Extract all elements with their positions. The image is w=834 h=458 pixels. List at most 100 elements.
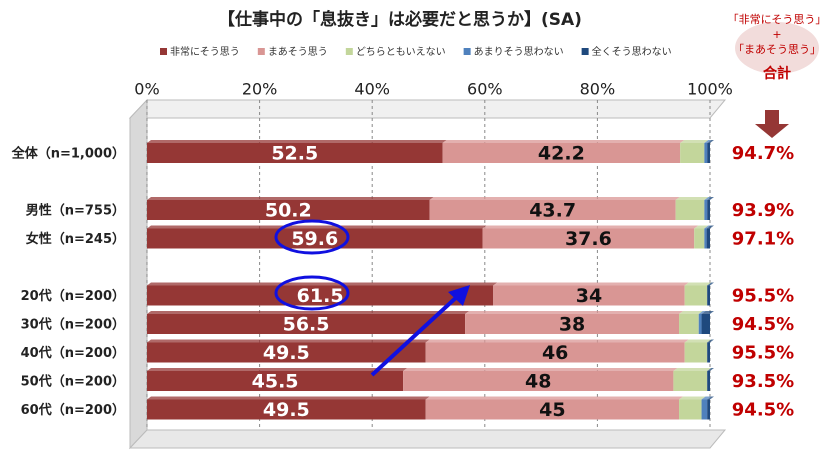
bar-top bbox=[675, 197, 709, 200]
legend-label: どちらともいえない bbox=[356, 46, 446, 58]
bar-top bbox=[425, 396, 684, 400]
legend-label: まあそう思う bbox=[268, 46, 328, 58]
data-label: 49.5 bbox=[263, 399, 310, 421]
bar-top bbox=[482, 225, 699, 229]
trend-arrow bbox=[370, 292, 462, 377]
bar-segment bbox=[707, 342, 710, 363]
x-tick-label: 80% bbox=[580, 80, 616, 99]
bar-segment bbox=[442, 143, 681, 163]
total-label: 97.1% bbox=[732, 229, 794, 250]
total-label: 93.9% bbox=[732, 200, 794, 221]
bar-top bbox=[147, 140, 447, 143]
legend-label: 全くそう思わない bbox=[592, 45, 672, 58]
data-label: 42.2 bbox=[538, 143, 585, 165]
bar-segment bbox=[694, 228, 705, 249]
x-tick-label: 40% bbox=[354, 80, 390, 99]
bar-top bbox=[704, 197, 712, 200]
bar-segment bbox=[707, 371, 710, 391]
bar-segment bbox=[465, 314, 680, 334]
bar-segment bbox=[493, 285, 685, 306]
bar-segment bbox=[704, 143, 708, 163]
bar-top bbox=[493, 282, 689, 286]
bar-top bbox=[704, 225, 711, 229]
data-label: 34 bbox=[576, 285, 602, 307]
bar-top bbox=[147, 311, 470, 314]
bar-segment bbox=[425, 342, 685, 363]
wall-top bbox=[128, 99, 727, 119]
bar-top bbox=[694, 225, 709, 229]
bar-top bbox=[707, 396, 714, 400]
bar-segment bbox=[147, 200, 430, 220]
bar-segment bbox=[701, 399, 708, 420]
bar-segment bbox=[147, 314, 466, 334]
totals-header: + bbox=[772, 28, 781, 41]
data-label: 50.2 bbox=[265, 200, 312, 222]
bar-segment bbox=[147, 399, 426, 420]
total-label: 95.5% bbox=[732, 343, 794, 364]
data-label: 38 bbox=[559, 314, 585, 336]
chart-title: 【仕事中の「息抜き」は必要だと思うか】(SA) bbox=[218, 9, 582, 30]
highlight-circle bbox=[274, 219, 350, 255]
bar-segment bbox=[429, 200, 676, 220]
bar-segment bbox=[675, 200, 705, 220]
bar-segment bbox=[673, 371, 708, 391]
bar-segment bbox=[707, 285, 710, 306]
bar-top bbox=[684, 282, 712, 286]
bar-top bbox=[706, 225, 714, 229]
bar-segment bbox=[679, 399, 702, 420]
bar-top bbox=[707, 339, 714, 343]
y-tick-label: 50代（n=200） bbox=[21, 374, 125, 390]
bar-top bbox=[442, 140, 685, 143]
data-label: 52.5 bbox=[271, 143, 318, 165]
y-tick-label: 全体（n=1,000） bbox=[11, 146, 125, 162]
y-tick-label: 30代（n=200） bbox=[21, 317, 125, 333]
data-label: 37.6 bbox=[565, 228, 612, 250]
total-label: 94.5% bbox=[732, 400, 794, 421]
data-label: 59.6 bbox=[291, 228, 338, 250]
bar-top bbox=[465, 311, 684, 314]
bar-segment bbox=[704, 228, 707, 249]
bar-top bbox=[698, 311, 706, 314]
bar-segment bbox=[706, 228, 710, 249]
bar-top bbox=[673, 368, 712, 371]
total-label: 93.5% bbox=[732, 371, 794, 392]
bar-segment bbox=[425, 399, 680, 420]
data-label: 45 bbox=[539, 399, 565, 421]
legend-swatch bbox=[257, 48, 265, 55]
bar-top bbox=[679, 396, 706, 400]
wall-left bbox=[129, 98, 148, 450]
bar-segment bbox=[704, 200, 708, 220]
totals-header: 「非常にそう思う」 bbox=[728, 13, 827, 26]
bar-segment bbox=[679, 314, 699, 334]
data-label: 48 bbox=[525, 371, 551, 393]
bar-segment bbox=[680, 143, 705, 163]
x-tick-label: 20% bbox=[242, 80, 278, 99]
bar-segment bbox=[147, 342, 426, 363]
legend-label: あまりそう思わない bbox=[474, 46, 564, 58]
bar-top bbox=[147, 368, 408, 371]
bar-top bbox=[147, 339, 430, 343]
bar-segment bbox=[147, 371, 404, 391]
data-label: 45.5 bbox=[252, 371, 299, 393]
data-label: 46 bbox=[542, 342, 568, 364]
bar-segment bbox=[482, 228, 695, 249]
legend-label: 非常にそう思う bbox=[170, 45, 240, 58]
bar-segment bbox=[707, 143, 710, 163]
data-label: 49.5 bbox=[263, 342, 310, 364]
totals-header: 合計 bbox=[763, 65, 791, 82]
highlight-circle bbox=[274, 275, 350, 311]
bar-top bbox=[701, 311, 714, 314]
bar-segment bbox=[147, 285, 494, 306]
bar-segment bbox=[701, 314, 710, 334]
data-label: 43.7 bbox=[529, 200, 576, 222]
bar-top bbox=[679, 311, 703, 314]
y-tick-label: 女性（n=245） bbox=[26, 231, 125, 247]
bar-segment bbox=[684, 285, 708, 306]
y-tick-label: 男性（n=755） bbox=[26, 203, 125, 219]
bar-segment bbox=[147, 143, 443, 163]
data-label: 61.5 bbox=[297, 285, 344, 307]
bar-segment bbox=[707, 399, 710, 420]
bar-top bbox=[707, 368, 714, 371]
y-tick-label: 60代（n=200） bbox=[21, 402, 125, 418]
bar-top bbox=[701, 396, 712, 400]
